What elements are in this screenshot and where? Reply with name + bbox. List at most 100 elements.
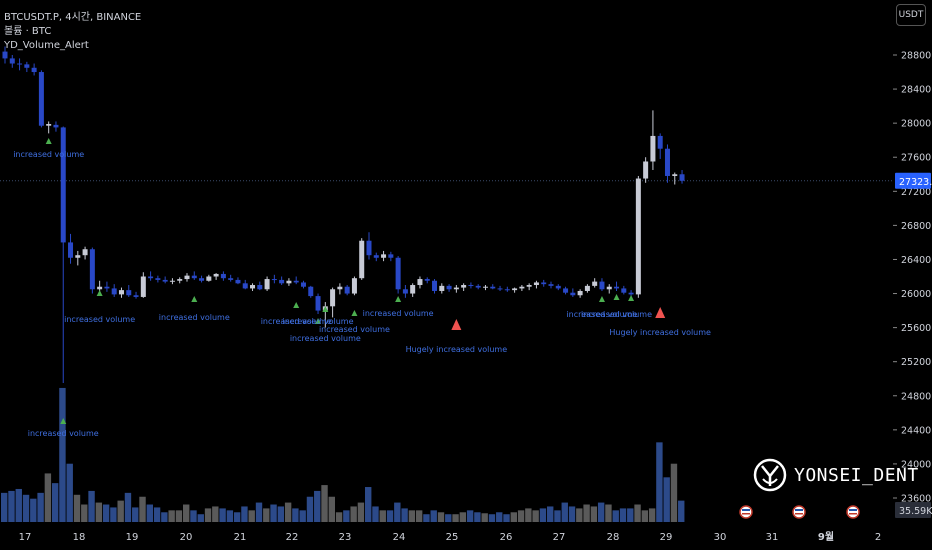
volume-bar — [634, 504, 641, 522]
price-tick-label: 23600.0 — [901, 494, 932, 505]
increased-volume-marker — [293, 302, 300, 308]
time-tick-label: 23 — [339, 532, 352, 543]
increased-volume-marker — [598, 296, 605, 302]
volume-bar — [466, 510, 474, 522]
time-tick-label: 25 — [446, 532, 459, 543]
volume-bar — [590, 506, 598, 522]
volume-bar — [226, 510, 234, 522]
volume-bar — [44, 473, 52, 522]
candle-body — [104, 286, 110, 289]
candle-body — [133, 295, 139, 297]
last-price-label: 27323.5 — [899, 177, 932, 188]
volume-bar — [102, 504, 110, 522]
time-tick-label: 28 — [607, 532, 620, 543]
candle-body — [628, 292, 634, 295]
volume-bar — [190, 510, 197, 522]
volume-bar — [241, 506, 248, 522]
volume-bar — [299, 510, 306, 522]
price-tick-label: 28800.0 — [901, 51, 932, 62]
volume-bar — [656, 442, 663, 522]
candle-body — [490, 286, 496, 289]
candle-body — [2, 51, 8, 59]
candle-body — [220, 273, 226, 279]
price-tick-label: 24000.0 — [901, 459, 932, 470]
currency-button[interactable]: USDT — [896, 4, 926, 26]
candle-body — [475, 285, 481, 288]
volume-indicator-label[interactable]: 볼륨 · BTC — [4, 26, 52, 37]
increased-volume-marker — [395, 296, 402, 302]
candle-body — [82, 249, 88, 256]
time-tick-label: 30 — [714, 532, 727, 543]
candle-body — [31, 67, 37, 73]
candle-body — [126, 290, 132, 296]
volume-bar — [554, 510, 561, 522]
candle-body — [46, 124, 52, 126]
volume-bar — [183, 504, 190, 522]
us-flag-icon-stripe — [849, 513, 857, 515]
volume-bar — [627, 508, 634, 522]
candle-body — [184, 275, 190, 280]
volume-bar — [110, 507, 117, 522]
time-tick-label: 31 — [766, 532, 779, 543]
volume-bar — [488, 514, 496, 522]
indicator-label[interactable]: YD_Volume_Alert — [4, 40, 89, 51]
candle-body — [439, 285, 445, 291]
volume-alert-label: increased volume — [28, 429, 99, 438]
volume-bar — [132, 507, 139, 522]
hugely-increased-volume-marker — [655, 307, 666, 318]
volume-bar — [59, 387, 66, 522]
volume-alert-label: Hugely increased volume — [406, 345, 508, 354]
candle-body — [541, 282, 547, 285]
volume-bar — [445, 514, 452, 522]
price-axis[interactable]: 28800.0 28400.0 28000.0 27600.0 27200.0 26800… — [893, 51, 932, 519]
economic-events[interactable] — [739, 505, 860, 519]
hugely-increased-volume-marker — [451, 319, 462, 330]
increased-volume-marker — [96, 290, 103, 296]
candle-body — [286, 280, 292, 284]
volume-bar — [503, 514, 510, 522]
logo-icon — [753, 458, 787, 492]
price-tick-label: 28400.0 — [901, 85, 932, 96]
candle-body — [242, 283, 248, 289]
candle-body — [38, 72, 44, 126]
volume-bar — [15, 488, 22, 522]
volume-bar — [430, 510, 437, 522]
volume-bar — [379, 510, 386, 522]
candle-body — [497, 288, 503, 290]
last-price-tag — [895, 172, 931, 189]
candle-body — [533, 282, 539, 286]
increased-volume-marker — [351, 310, 358, 316]
candle-body — [366, 240, 372, 256]
candle-body — [140, 276, 146, 297]
volume-bar — [139, 496, 146, 522]
time-tick-label: 19 — [126, 532, 139, 543]
candle-body — [563, 288, 569, 293]
volume-bar — [597, 502, 605, 522]
candle-body — [664, 148, 670, 176]
candle-body — [199, 278, 205, 281]
candle-body — [359, 240, 365, 279]
volume-bar — [8, 490, 15, 522]
price-tick-label: 25600.0 — [901, 323, 932, 334]
volume-alert-label: increased volume — [13, 150, 84, 159]
candle-body — [148, 276, 154, 279]
candle-body — [650, 135, 656, 162]
candle-body — [191, 275, 197, 279]
increased-volume-marker — [45, 138, 52, 144]
volume-bar — [284, 502, 292, 522]
time-axis[interactable]: 17 18 19 20 21 22 23 24 25 26 27 28 29 30 31 9월 2 — [19, 531, 882, 543]
volume-bar — [481, 513, 488, 522]
volume-bar — [153, 507, 161, 522]
volume-alert-label: increased volume — [283, 317, 354, 326]
candle-body — [293, 280, 299, 283]
volume-bar — [219, 508, 226, 522]
volume-bar — [357, 502, 365, 522]
volume-bar — [547, 506, 554, 522]
volume-bar — [343, 510, 350, 522]
symbol-title[interactable]: BTCUSDT.P, 4시간, BINANCE — [4, 12, 142, 23]
candle-body — [264, 279, 270, 290]
volume-alert-label: increased volume — [581, 310, 652, 319]
candle-body — [9, 58, 15, 64]
price-tick-label: 26000.0 — [901, 289, 932, 300]
